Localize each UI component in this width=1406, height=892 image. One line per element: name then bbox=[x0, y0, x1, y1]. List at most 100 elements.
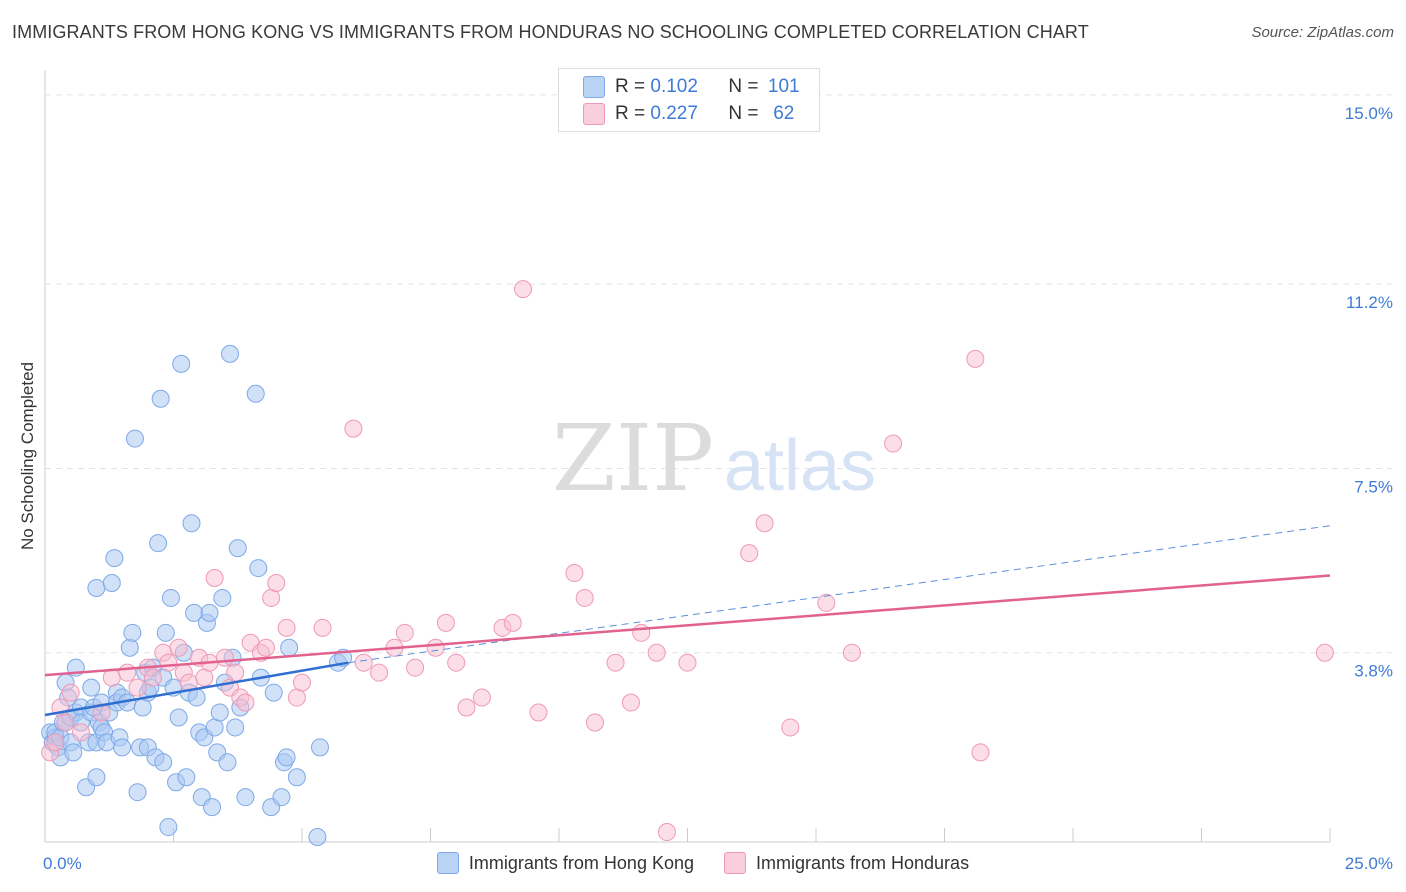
legend-row-honduras: R = 0.227 N = 62 bbox=[583, 102, 804, 126]
data-point-honduras bbox=[267, 574, 286, 593]
data-point-honduras bbox=[61, 683, 80, 702]
series-hong-kong-points bbox=[41, 344, 353, 847]
data-point-hong-kong bbox=[210, 703, 229, 722]
data-point-honduras bbox=[354, 653, 373, 672]
bottom-legend-item-hong-kong: Immigrants from Hong Kong bbox=[436, 852, 694, 874]
data-point-hong-kong bbox=[280, 638, 299, 657]
stats-legend: R = 0.102 N = 101 R = 0.227 N = 62 bbox=[558, 68, 820, 132]
data-point-honduras bbox=[817, 593, 836, 612]
y-tick-label: 7.5% bbox=[1354, 477, 1393, 496]
data-point-honduras bbox=[436, 613, 455, 632]
data-point-hong-kong bbox=[287, 768, 306, 787]
bottom-legend-label: Immigrants from Honduras bbox=[756, 852, 970, 873]
data-point-hong-kong bbox=[113, 738, 132, 757]
data-point-hong-kong bbox=[154, 753, 173, 772]
data-point-honduras bbox=[426, 638, 445, 657]
legend-row-hong-kong: R = 0.102 N = 101 bbox=[583, 75, 804, 99]
data-point-hong-kong bbox=[205, 718, 224, 737]
trend-lines bbox=[44, 525, 1331, 717]
data-point-hong-kong bbox=[308, 828, 327, 847]
data-point-honduras bbox=[215, 648, 234, 667]
watermark: ZIP atlas bbox=[552, 405, 876, 512]
x-tick-label: 0.0% bbox=[43, 854, 82, 873]
data-point-honduras bbox=[606, 653, 625, 672]
legend-n-value: 101 bbox=[767, 76, 800, 97]
data-point-hong-kong bbox=[226, 718, 245, 737]
data-point-honduras bbox=[755, 514, 774, 533]
y-tick-label: 11.2% bbox=[1346, 293, 1393, 312]
y-tick-label: 15.0% bbox=[1345, 104, 1393, 123]
data-point-honduras bbox=[56, 713, 75, 732]
data-point-hong-kong bbox=[64, 743, 83, 762]
data-point-honduras bbox=[514, 280, 533, 299]
data-point-honduras bbox=[370, 663, 389, 682]
data-point-honduras bbox=[277, 618, 296, 637]
data-point-hong-kong bbox=[161, 588, 180, 607]
data-point-honduras bbox=[971, 743, 990, 762]
data-point-hong-kong bbox=[102, 574, 121, 593]
data-point-hong-kong bbox=[246, 384, 265, 403]
data-point-hong-kong bbox=[125, 429, 144, 448]
trend-line-hong-kong bbox=[44, 661, 349, 717]
data-point-honduras bbox=[406, 658, 425, 677]
data-point-honduras bbox=[647, 643, 666, 662]
data-point-honduras bbox=[472, 688, 491, 707]
watermark-zip: ZIP bbox=[552, 405, 714, 512]
data-point-honduras bbox=[740, 544, 759, 563]
data-point-hong-kong bbox=[277, 748, 296, 767]
data-point-honduras bbox=[678, 653, 697, 672]
data-point-hong-kong bbox=[213, 588, 232, 607]
data-point-honduras bbox=[205, 569, 224, 588]
data-point-honduras bbox=[457, 698, 476, 717]
data-point-honduras bbox=[575, 588, 594, 607]
legend-n-value: 62 bbox=[773, 103, 795, 124]
data-point-honduras bbox=[71, 723, 90, 742]
data-point-honduras bbox=[657, 823, 676, 842]
data-point-honduras bbox=[236, 693, 255, 712]
data-point-hong-kong bbox=[169, 708, 188, 727]
data-point-hong-kong bbox=[221, 344, 240, 363]
data-point-hong-kong bbox=[200, 603, 219, 622]
data-point-honduras bbox=[262, 588, 281, 607]
data-point-honduras bbox=[257, 638, 276, 657]
data-point-hong-kong bbox=[272, 788, 291, 807]
data-point-honduras bbox=[118, 663, 137, 682]
data-point-honduras bbox=[293, 673, 311, 692]
data-point-hong-kong bbox=[151, 389, 170, 408]
data-point-honduras bbox=[313, 618, 332, 637]
data-point-honduras bbox=[632, 623, 651, 642]
data-point-hong-kong bbox=[182, 514, 201, 533]
data-point-honduras bbox=[585, 713, 604, 732]
data-point-hong-kong bbox=[228, 539, 247, 558]
data-point-hong-kong bbox=[149, 534, 168, 553]
data-point-honduras bbox=[503, 613, 522, 632]
data-point-honduras bbox=[169, 638, 188, 657]
watermark-atlas: atlas bbox=[724, 426, 876, 506]
legend-n-label: N = bbox=[728, 103, 759, 124]
data-point-honduras bbox=[46, 733, 65, 752]
data-point-hong-kong bbox=[264, 683, 283, 702]
trend-line-hong-kong-extended bbox=[348, 525, 1331, 664]
data-point-honduras bbox=[447, 653, 466, 672]
series-honduras-points bbox=[41, 280, 1334, 842]
data-point-honduras bbox=[781, 718, 800, 737]
data-point-honduras bbox=[621, 693, 640, 712]
legend-r-value: 0.102 bbox=[650, 76, 698, 97]
bottom-legend-item-honduras: Immigrants from Honduras bbox=[724, 852, 969, 874]
data-point-honduras bbox=[128, 678, 147, 697]
data-point-hong-kong bbox=[156, 623, 175, 642]
x-tick-label: 25.0% bbox=[1345, 854, 1393, 873]
bottom-legend-label: Immigrants from Hong Kong bbox=[468, 852, 694, 873]
data-point-hong-kong bbox=[123, 623, 142, 642]
legend-swatch-pink bbox=[583, 103, 605, 125]
data-point-hong-kong bbox=[310, 738, 329, 757]
trend-line-honduras bbox=[44, 574, 1331, 677]
bottom-legend-swatch-pink bbox=[724, 852, 746, 874]
tick-labels: 3.8% 7.5% 11.2% 15.0% 0.0% 25.0% bbox=[43, 104, 1393, 873]
data-point-honduras bbox=[344, 419, 363, 438]
data-point-honduras bbox=[884, 434, 903, 453]
data-point-honduras bbox=[102, 668, 121, 687]
data-point-honduras bbox=[159, 653, 178, 672]
legend-swatch-blue bbox=[583, 76, 605, 98]
